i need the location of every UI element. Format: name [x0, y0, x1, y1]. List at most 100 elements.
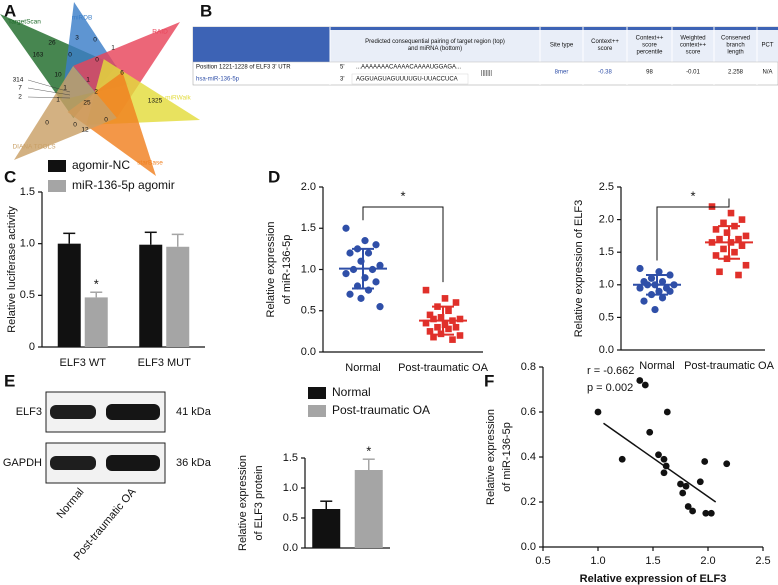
data-point: [679, 489, 687, 497]
bar: [312, 509, 341, 548]
y-tick-label: 0.0: [301, 346, 316, 358]
venn-set-label: miRWalk: [165, 95, 191, 102]
data-point: [660, 469, 668, 477]
venn-count: 1325: [148, 98, 163, 105]
y-tick-label: 1.0: [20, 238, 35, 250]
x-tick-label: 0.5: [535, 555, 550, 567]
y-axis-label: Relative luciferase activity: [6, 206, 18, 333]
table-header: Predicted consequential pairing of targe…: [365, 39, 505, 45]
legend-swatch: [308, 387, 326, 399]
y-tick-label: 0.2: [521, 496, 536, 508]
legend-label: miR-136-5p agomir: [72, 178, 175, 192]
table-header: score: [598, 46, 613, 52]
data-point: [430, 333, 437, 341]
venn-count: 1: [111, 45, 115, 52]
annotation: p = 0.002: [587, 382, 633, 394]
panel-label: E: [4, 371, 15, 390]
data-point: [655, 268, 663, 276]
legend-swatch: [48, 180, 66, 192]
table-header: Site type: [550, 43, 574, 49]
data-point: [660, 455, 668, 463]
data-point: [742, 232, 750, 240]
venn-petal: [14, 65, 117, 160]
panel-label: A: [4, 1, 16, 20]
x-tick-label: 2.5: [755, 555, 770, 567]
data-point: [707, 509, 715, 517]
data-point: [445, 307, 452, 315]
data-point: [364, 249, 373, 257]
data-point: [723, 460, 731, 468]
data-point: [426, 311, 434, 319]
fit-line: [603, 422, 717, 503]
blot-band: [50, 405, 96, 419]
data-point: [372, 278, 380, 286]
table-header: Context++: [591, 39, 619, 45]
table-seq-box: [351, 73, 469, 85]
data-point: [738, 242, 746, 249]
panel-label: C: [4, 167, 16, 186]
data-point: [646, 428, 654, 436]
venn-count: 1: [63, 85, 67, 92]
data-point: [618, 455, 626, 463]
table-header: branch: [726, 43, 744, 49]
data-point: [731, 248, 738, 256]
x-tick-label: 2.0: [700, 555, 715, 567]
data-point: [456, 332, 464, 339]
venn-count: 0: [95, 57, 99, 64]
bar: [84, 297, 108, 347]
data-point: [658, 277, 667, 286]
venn-leader: [27, 96, 71, 99]
data-point: [689, 507, 696, 515]
data-point: [727, 209, 735, 217]
y-tick-label: 1.5: [283, 452, 298, 464]
x-tick-label: 1.0: [590, 555, 605, 567]
y-tick-label: 0.6: [521, 406, 536, 418]
table-cell: -0.01: [686, 70, 700, 76]
venn-count: 26: [48, 40, 56, 47]
legend-swatch: [308, 405, 326, 417]
bar: [139, 244, 163, 347]
data-point: [452, 299, 460, 306]
data-point: [441, 295, 449, 302]
venn-count: 12: [81, 127, 89, 134]
y-tick-label: 1.5: [301, 222, 316, 234]
data-point: [742, 261, 750, 269]
data-point: [636, 377, 644, 384]
y-tick-label: 2.5: [599, 181, 614, 193]
data-point: [372, 241, 380, 249]
data-point: [702, 509, 710, 517]
data-point: [346, 290, 354, 298]
data-point: [434, 323, 441, 331]
venn-count: 7: [18, 85, 22, 92]
table-header: score: [642, 43, 657, 49]
venn-count: 0: [45, 120, 49, 127]
table-cell: 98: [646, 70, 653, 76]
data-point: [716, 235, 723, 243]
venn-count: 6: [120, 70, 124, 77]
y-tick-label: 1.0: [301, 263, 316, 275]
legend-label: agomir-NC: [72, 158, 130, 172]
venn-set-label: starBase: [137, 160, 163, 167]
venn-set-label: TargetScan: [8, 19, 41, 26]
venn-count: 314: [13, 77, 24, 84]
data-point: [342, 270, 350, 278]
bar: [166, 246, 190, 347]
venn-count: 163: [33, 52, 44, 59]
y-axis-label: Relative expression: [485, 409, 497, 505]
venn-count: 2: [18, 94, 22, 101]
table-seq: AGGUAGUAGUUUUGU-UUACCUCA: [356, 77, 458, 83]
annotation: r = -0.662: [587, 365, 634, 377]
data-point: [640, 297, 648, 305]
x-axis-label: Relative expression of ELF3: [580, 573, 727, 585]
data-point: [716, 268, 723, 276]
y-tick-label: 1.5: [599, 246, 614, 258]
data-point: [684, 503, 692, 510]
y-tick-label: 0.5: [283, 512, 298, 524]
table-header-band: [193, 27, 330, 62]
y-tick-label: 0.0: [599, 344, 614, 356]
table-seq: ...AAAAAAACAAAACAAAAUGGAGA...: [356, 65, 461, 71]
data-point: [430, 315, 437, 323]
data-point: [452, 323, 460, 331]
data-point: [445, 325, 452, 333]
data-point: [346, 249, 354, 257]
